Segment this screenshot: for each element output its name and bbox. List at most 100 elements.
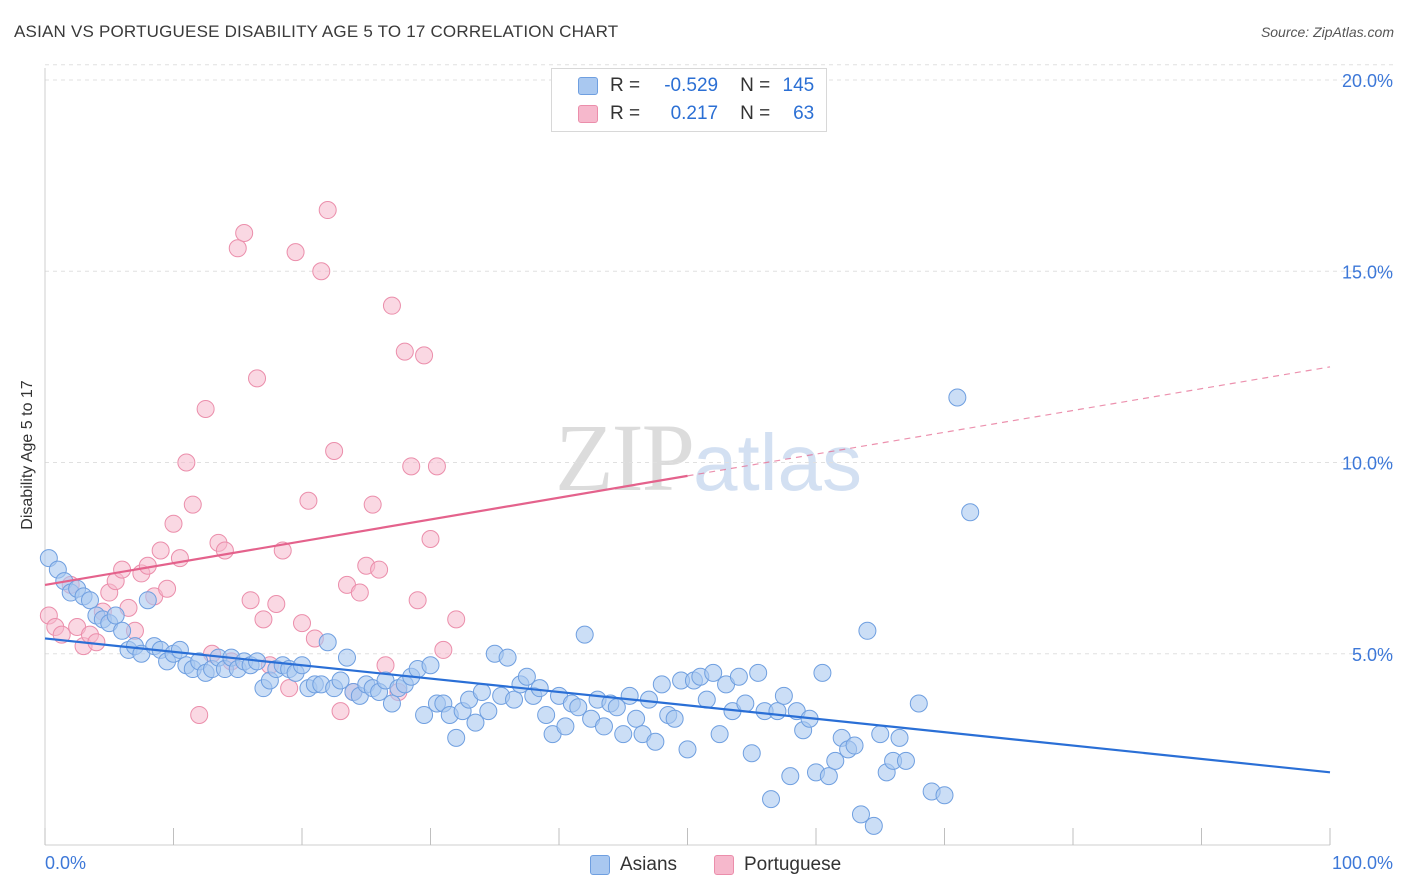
bottom-swatch-portuguese: [714, 855, 734, 875]
portuguese-point: [434, 640, 453, 659]
asian-point: [858, 621, 877, 640]
asian-point: [935, 786, 954, 805]
portuguese-point: [402, 457, 421, 476]
asian-point: [710, 725, 729, 744]
asian-point: [896, 751, 915, 770]
portuguese-point: [395, 342, 414, 361]
asian-point: [138, 591, 157, 610]
asian-point: [678, 740, 697, 759]
asian-point: [813, 663, 832, 682]
portuguese-point: [254, 610, 273, 629]
asian-point: [864, 816, 883, 835]
asian-point: [697, 690, 716, 709]
portuguese-point: [318, 201, 337, 220]
asian-point: [556, 717, 575, 736]
x-tick-label-min: 0.0%: [45, 853, 86, 873]
portuguese-point: [415, 346, 434, 365]
portuguese-point: [286, 243, 305, 262]
portuguese-point: [190, 705, 209, 724]
bottom-legend-portuguese: Portuguese: [714, 852, 841, 878]
asian-point: [382, 694, 401, 713]
bottom-legend-label-portuguese: Portuguese: [744, 854, 842, 875]
legend-row-portuguese: R = 0.217 N = 63: [578, 101, 814, 127]
asian-point: [961, 503, 980, 522]
tick-labels: 5.0% 10.0% 15.0% 20.0% 0.0% 100.0%: [45, 71, 1393, 873]
asian-point: [113, 621, 132, 640]
asian-point: [106, 606, 125, 625]
portuguese-point: [151, 541, 170, 560]
asian-point: [627, 709, 646, 728]
asian-point: [749, 663, 768, 682]
legend-row-asians: R = -0.529 N = 145: [578, 73, 814, 99]
asian-point: [466, 713, 485, 732]
legend-r-value: 0.217: [670, 103, 719, 124]
asian-point: [665, 709, 684, 728]
portuguese-point: [280, 679, 299, 698]
asian-point: [479, 702, 498, 721]
asian-trend-line: [44, 637, 1331, 774]
asian-point: [505, 690, 524, 709]
portuguese-points: [39, 201, 466, 724]
asian-point: [704, 663, 723, 682]
portuguese-point: [363, 495, 382, 514]
watermark-zip: ZIP: [555, 404, 695, 511]
portuguese-point: [267, 595, 286, 614]
trend-lines: [44, 366, 1331, 774]
asian-points: [39, 388, 980, 835]
asian-point: [851, 805, 870, 824]
portuguese-point: [325, 442, 344, 461]
asian-point: [170, 640, 189, 659]
portuguese-point: [299, 491, 318, 510]
asian-point: [318, 633, 337, 652]
legend-swatch-asians: [578, 77, 598, 95]
portuguese-point: [312, 262, 331, 281]
asian-point: [890, 728, 909, 747]
asian-point: [762, 790, 781, 809]
asian-point: [871, 725, 890, 744]
portuguese-point: [177, 453, 196, 472]
portuguese-point: [427, 457, 446, 476]
portuguese-point: [113, 560, 132, 579]
asian-point: [620, 686, 639, 705]
asian-point: [537, 705, 556, 724]
asian-point: [845, 736, 864, 755]
axes: [44, 68, 1331, 846]
asian-point: [614, 725, 633, 744]
asian-point: [594, 717, 613, 736]
legend-r-label: R =: [610, 75, 641, 96]
y-tick-label: 5.0%: [1352, 645, 1393, 665]
portuguese-point: [382, 296, 401, 315]
asian-point: [652, 675, 671, 694]
portuguese-point: [421, 530, 440, 548]
portuguese-point: [158, 579, 177, 598]
y-tick-label: 10.0%: [1342, 454, 1393, 474]
y-tick-label: 15.0%: [1342, 262, 1393, 282]
chart-title: ASIAN VS PORTUGUESE DISABILITY AGE 5 TO …: [14, 22, 619, 41]
asian-point: [736, 694, 755, 713]
portuguese-point: [164, 514, 183, 533]
portuguese-point: [331, 702, 350, 721]
watermark-atlas: atlas: [693, 418, 862, 507]
asian-point: [768, 702, 787, 721]
portuguese-point: [183, 495, 202, 514]
legend-r-value: -0.529: [664, 75, 719, 96]
bottom-swatch-asians: [590, 855, 610, 875]
asian-point: [646, 732, 665, 751]
portuguese-point: [196, 399, 215, 418]
asian-point: [517, 667, 536, 686]
bottom-legend-label-asians: Asians: [620, 854, 678, 875]
correlation-legend: R = -0.529 N = 145 R = 0.217 N = 63: [551, 68, 827, 132]
asian-point: [742, 744, 761, 763]
asian-point: [530, 679, 549, 698]
asian-point: [447, 728, 466, 747]
asian-point: [498, 648, 517, 667]
portuguese-point: [293, 614, 311, 633]
portuguese-trend-line-extension: [687, 366, 1331, 477]
chart-source: Source: ZipAtlas.com: [1260, 24, 1394, 40]
asian-point: [819, 767, 838, 786]
watermark: ZIPatlas: [555, 402, 862, 513]
portuguese-point: [376, 656, 395, 675]
y-tick-label: 20.0%: [1342, 71, 1393, 91]
legend-n-label: N =: [740, 103, 771, 124]
